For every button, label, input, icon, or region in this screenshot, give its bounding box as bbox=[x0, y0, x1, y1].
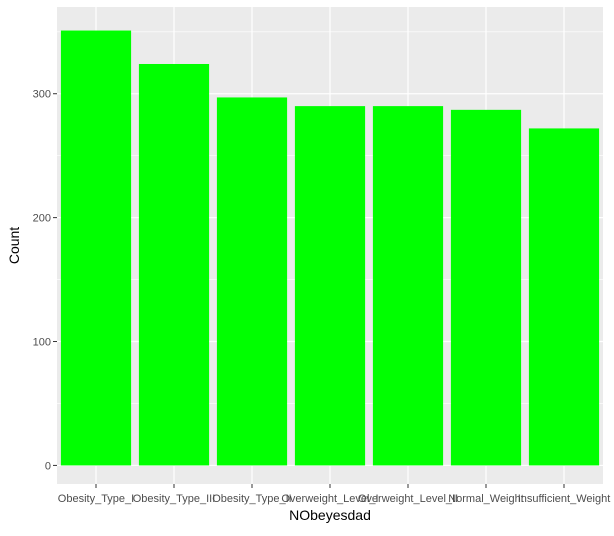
x-tick-label: Obesity_Type_III bbox=[133, 493, 216, 505]
y-tick-label: 100 bbox=[33, 337, 51, 349]
x-tick-label: Obesity_Type_I bbox=[58, 493, 134, 505]
x-tick-label: Overweight_Level_II bbox=[358, 493, 458, 505]
bar-obesity-type-i bbox=[60, 30, 132, 466]
x-tick-label: Obesity_Type_II bbox=[212, 493, 292, 505]
x-tick-label: Normal_Weight bbox=[448, 493, 524, 505]
x-axis-title: NObeyesdad bbox=[289, 507, 371, 523]
bar-obesity-type-iii bbox=[138, 63, 210, 466]
y-tick-label: 300 bbox=[33, 89, 51, 101]
x-axis: Obesity_Type_IObesity_Type_IIIObesity_Ty… bbox=[58, 484, 610, 505]
bar-overweight-level-i bbox=[294, 106, 366, 466]
bar-obesity-type-ii bbox=[216, 97, 288, 466]
bars bbox=[60, 30, 600, 466]
bar-overweight-level-ii bbox=[372, 106, 444, 466]
y-axis-title: Count bbox=[6, 227, 22, 264]
x-tick-label: Overweight_Level_I bbox=[281, 493, 378, 505]
y-axis: 0 100 200 300 bbox=[33, 89, 57, 472]
bar-insufficient-weight bbox=[528, 128, 600, 466]
x-tick-label: Insufficient_Weight bbox=[518, 493, 611, 505]
bar-normal-weight bbox=[450, 109, 522, 466]
y-tick-label: 0 bbox=[45, 460, 51, 472]
y-tick-label: 200 bbox=[33, 213, 51, 225]
